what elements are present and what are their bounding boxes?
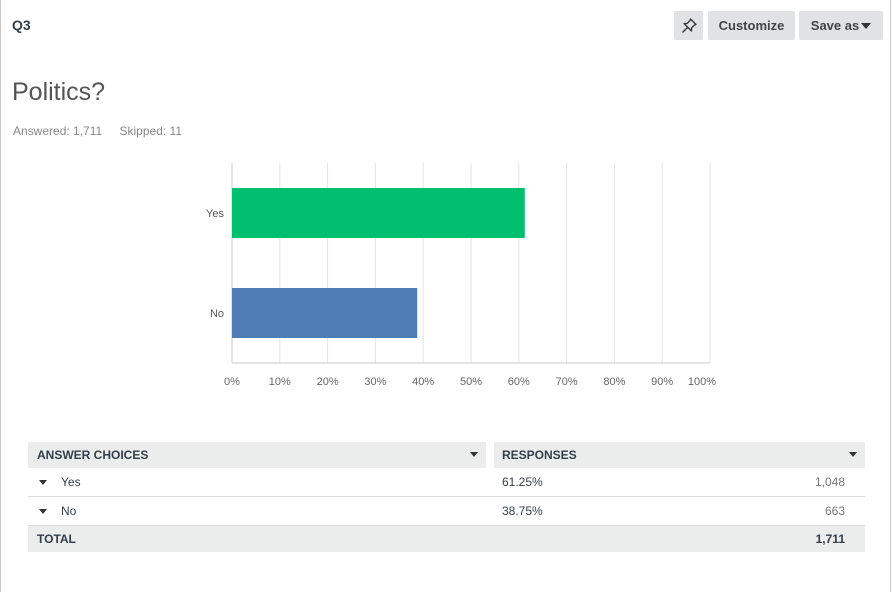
chevron-down-icon[interactable]	[470, 452, 478, 457]
response-percent: 61.25%	[502, 475, 543, 489]
responses-label: RESPONSES	[502, 448, 577, 462]
x-tick-label: 20%	[317, 376, 339, 388]
skipped-count: Skipped: 11	[119, 124, 183, 138]
y-category-label: Yes	[206, 208, 224, 220]
chevron-down-icon	[861, 22, 872, 29]
response-stats: Answered: 1,711 Skipped: 11	[13, 124, 196, 138]
x-tick-label: 100%	[688, 376, 716, 388]
pin-button[interactable]	[674, 11, 703, 40]
total-count: 1,711	[815, 532, 845, 546]
save-as-button[interactable]: Save as	[799, 11, 883, 40]
answer-choices-label: ANSWER CHOICES	[37, 448, 149, 462]
x-tick-label: 40%	[412, 376, 434, 388]
save-as-label: Save as	[810, 18, 860, 33]
bar-chart: 0% 10% 20% 30% 40% 50% 60% 70% 80% 90% 100% Yes No	[206, 163, 716, 388]
x-tick-label: 30%	[364, 376, 386, 388]
chevron-down-icon[interactable]	[849, 452, 857, 457]
response-count: 663	[824, 504, 845, 518]
response-count: 1,048	[814, 475, 845, 489]
responses-header[interactable]: RESPONSES	[494, 448, 865, 462]
bar-yes[interactable]	[232, 188, 525, 238]
x-tick-label: 80%	[603, 376, 625, 388]
response-percent: 38.75%	[502, 504, 543, 518]
answered-count: Answered: 1,711	[13, 124, 103, 138]
table-header: ANSWER CHOICES RESPONSES	[28, 442, 865, 468]
customize-button[interactable]: Customize	[708, 11, 795, 40]
x-tick-label: 50%	[460, 376, 482, 388]
table-total-row: TOTAL 1,711	[28, 526, 865, 552]
y-category-label: No	[210, 308, 224, 320]
bar-no[interactable]	[232, 288, 418, 338]
choice-label: Yes	[61, 475, 81, 489]
x-tick-label: 60%	[508, 376, 530, 388]
choice-label: No	[61, 504, 77, 518]
question-number: Q3	[12, 17, 31, 33]
pin-icon	[681, 17, 697, 33]
table-row: No 38.75% 663	[28, 497, 865, 526]
expand-row-icon[interactable]	[39, 508, 47, 514]
question-title: Politics?	[12, 78, 106, 106]
expand-row-icon[interactable]	[39, 479, 47, 485]
total-label: TOTAL	[37, 532, 76, 546]
table-row: Yes 61.25% 1,048	[28, 468, 865, 497]
x-tick-label: 90%	[651, 376, 673, 388]
answer-choices-header[interactable]: ANSWER CHOICES	[28, 448, 486, 462]
responses-table: ANSWER CHOICES RESPONSES Yes 61.25% 1,04…	[28, 442, 865, 552]
x-tick-label: 0%	[224, 376, 240, 388]
x-tick-label: 70%	[556, 376, 578, 388]
x-tick-label: 10%	[269, 376, 291, 388]
